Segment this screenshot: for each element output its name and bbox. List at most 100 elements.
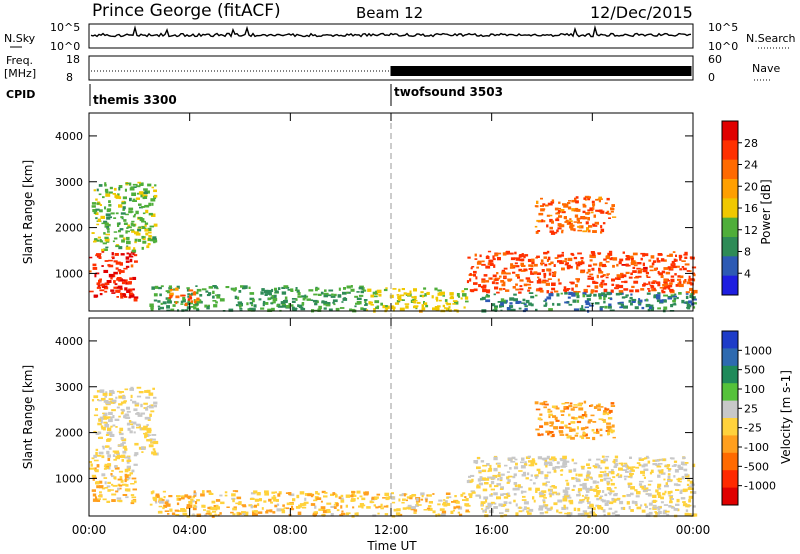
echo-cell — [132, 253, 135, 256]
echo-cell — [678, 281, 682, 285]
echo-cell — [552, 302, 555, 306]
echo-cell — [571, 287, 574, 291]
echo-cell — [442, 304, 445, 308]
echo-cell — [308, 289, 314, 292]
echo-cell — [413, 288, 417, 292]
echo-cell — [642, 474, 645, 477]
echo-cell — [136, 395, 142, 398]
echo-cell — [586, 271, 589, 274]
echo-cell — [102, 242, 107, 245]
echo-cell — [163, 496, 166, 499]
echo-cell — [354, 305, 357, 308]
echo-cell — [549, 431, 554, 434]
echo-cell — [631, 500, 635, 504]
echo-cell — [146, 405, 150, 408]
echo-cell — [401, 288, 405, 291]
echo-cell — [284, 296, 288, 300]
echo-cell — [630, 302, 633, 306]
echo-cell — [679, 275, 684, 279]
echo-cell — [627, 482, 633, 486]
echo-cell — [445, 307, 449, 311]
echo-cell — [182, 296, 186, 301]
echo-cell — [332, 299, 338, 303]
echo-cell — [607, 417, 613, 420]
echo-cell — [623, 288, 629, 291]
echo-cell — [557, 210, 561, 213]
echo-cell — [261, 288, 265, 291]
nsearch-label: N.Search — [746, 32, 796, 45]
echo-cell — [204, 304, 207, 308]
echo-cell — [595, 484, 599, 488]
echo-cell — [602, 420, 607, 423]
echo-cell — [583, 478, 589, 481]
echo-cell — [590, 477, 593, 480]
echo-cell — [99, 389, 105, 393]
echo-cell — [497, 465, 501, 468]
echo-cell — [113, 402, 116, 404]
echo-cell — [682, 501, 686, 503]
echo-cell — [426, 291, 430, 295]
velocity-y-axis-label: Slant Range [km] — [21, 365, 35, 469]
echo-cell — [359, 503, 364, 506]
echo-cell — [106, 438, 111, 442]
echo-cell — [611, 204, 615, 207]
echo-cell — [235, 490, 239, 493]
echo-cell — [380, 302, 383, 306]
echo-cell — [148, 434, 151, 436]
echo-cell — [585, 494, 589, 496]
echo-cell — [619, 500, 624, 505]
echo-cell — [151, 213, 156, 217]
echo-cell — [142, 237, 146, 240]
echo-cell — [538, 508, 544, 511]
echo-cell — [636, 267, 641, 270]
echo-cell — [522, 298, 526, 302]
echo-cell — [480, 504, 483, 506]
echo-cell — [106, 280, 112, 283]
echo-cell — [133, 186, 137, 188]
echo-cell — [555, 218, 560, 222]
echo-cell — [110, 473, 113, 476]
echo-cell — [470, 474, 475, 477]
echo-cell — [657, 253, 662, 256]
echo-cell — [606, 273, 609, 276]
echo-cell — [619, 474, 623, 477]
echo-cell — [591, 267, 595, 271]
echo-cell — [543, 400, 548, 403]
echo-cell — [523, 463, 528, 466]
echo-cell — [120, 408, 125, 411]
echo-cell — [573, 256, 578, 260]
echo-cell — [504, 509, 509, 512]
echo-cell — [141, 220, 146, 223]
echo-cell — [645, 274, 649, 277]
echo-cell — [340, 505, 343, 509]
echo-cell — [147, 418, 151, 421]
echo-cell — [464, 503, 470, 507]
echo-cell — [133, 463, 138, 466]
echo-cell — [411, 494, 417, 497]
echo-cell — [600, 467, 603, 470]
echo-cell — [100, 215, 105, 219]
echo-cell — [139, 427, 143, 431]
echo-cell — [93, 454, 97, 458]
echo-cell — [633, 280, 639, 284]
echo-cell — [589, 504, 594, 508]
echo-cell — [153, 404, 157, 408]
echo-cell — [659, 506, 662, 508]
echo-cell — [670, 263, 673, 267]
echo-cell — [679, 480, 682, 483]
echo-cell — [563, 286, 567, 290]
echo-cell — [547, 432, 550, 436]
echo-cell — [617, 473, 620, 476]
echo-cell — [367, 288, 372, 292]
echo-cell — [603, 258, 607, 261]
echo-cell — [153, 396, 157, 399]
echo-cell — [413, 509, 418, 512]
echo-cell — [117, 444, 121, 447]
echo-cell — [200, 493, 205, 497]
echo-cell — [585, 433, 588, 437]
echo-cell — [232, 498, 235, 503]
echo-cell — [122, 395, 126, 400]
echo-cell — [339, 497, 344, 500]
echo-cell — [569, 225, 574, 229]
echo-cell — [129, 277, 133, 281]
